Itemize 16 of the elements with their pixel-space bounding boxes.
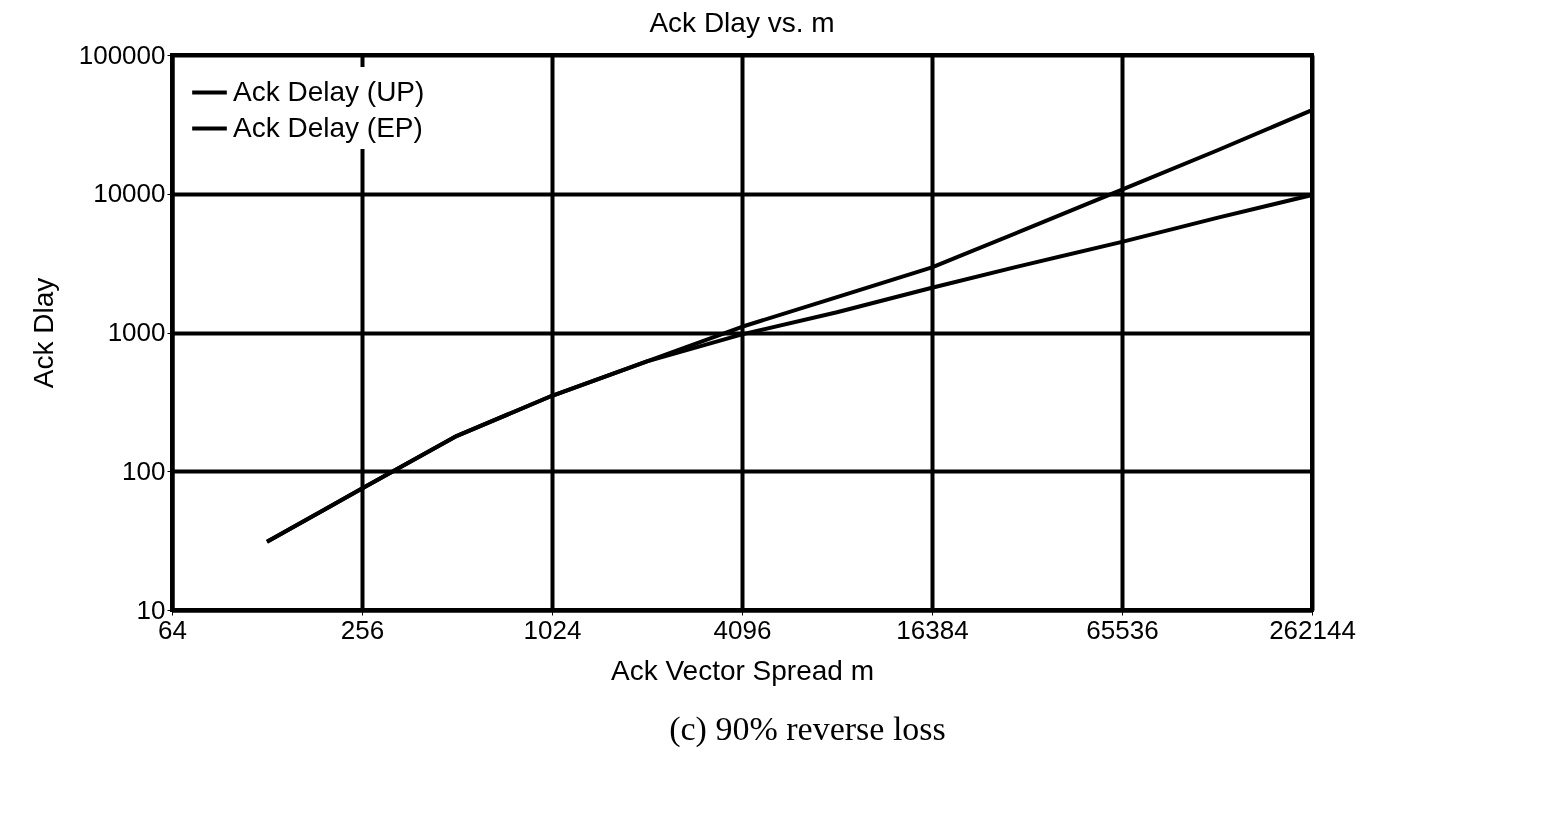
x-tick-label: 1024 (523, 614, 582, 645)
legend-label: Ack Delay (UP) (233, 75, 425, 107)
x-tick-label: 16384 (896, 614, 969, 645)
legend-label: Ack Delay (EP) (233, 111, 423, 143)
y-tick-label: 10000 (93, 178, 166, 209)
x-tick-label: 4096 (713, 614, 772, 645)
y-axis-title: Ack Dlay (27, 277, 59, 389)
x-axis-title: Ack Vector Spread m (610, 654, 875, 686)
text: (c) 90% reverse loss (668, 710, 947, 748)
x-tick-label: 65536 (1086, 614, 1159, 645)
x-tick-label: 262144 (1269, 614, 1356, 645)
chart-title: Ack Dlay vs. m (649, 7, 835, 38)
x-tick-label: 256 (340, 614, 385, 645)
y-tick-label: 100 (122, 455, 166, 486)
y-tick-label: 1000 (107, 317, 166, 347)
y-tick-label: 100000 (78, 39, 166, 70)
